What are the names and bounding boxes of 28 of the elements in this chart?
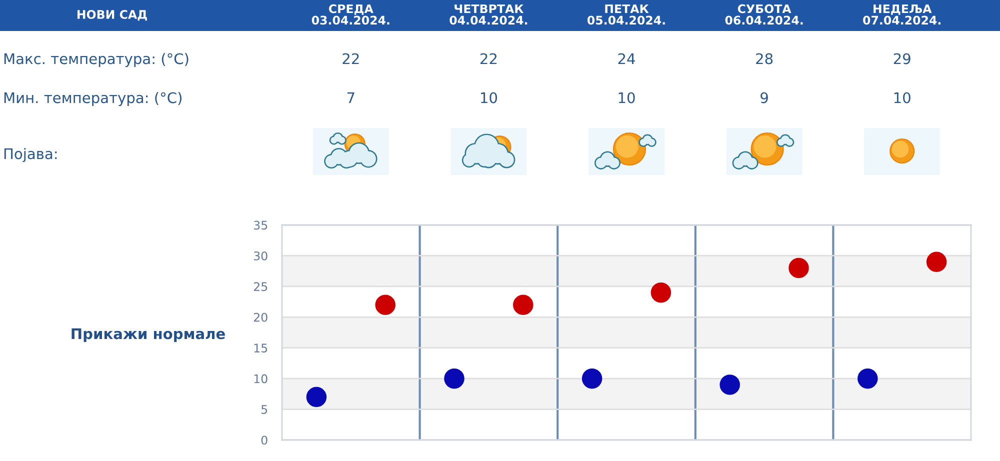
y-tick-label: 10 [254, 374, 268, 384]
text: ЧЕТВРТАК 04.04.2024. [450, 4, 528, 25]
text: Појава: [4, 148, 57, 162]
data-label: 28 [756, 53, 773, 64]
data-label: 22 [342, 53, 359, 64]
data-label: 29 [894, 53, 910, 64]
text: Мин. температура: (°C) [4, 92, 182, 106]
text: НЕДЕЉА 07.04.2024. [863, 4, 940, 25]
y-tick-label: 35 [254, 220, 268, 230]
data-label: 10 [618, 92, 635, 104]
text: СРЕДА 03.04.2024. [312, 4, 390, 25]
y-tick-label: 15 [254, 344, 268, 353]
text: Макс. температура: (°C) [4, 52, 188, 68]
y-tick-label: 0 [261, 436, 268, 445]
y-tick-label: 20 [254, 312, 268, 322]
data-label: 10 [481, 92, 498, 104]
data-label: 9 [760, 92, 768, 104]
data-label: 7 [347, 92, 354, 104]
text: Прикажи нормале [72, 328, 225, 342]
text: ПЕТАК 05.04.2024. [587, 4, 665, 25]
data-label: 22 [480, 53, 497, 64]
text: СУБОТА 06.04.2024. [725, 4, 803, 25]
y-tick-label: 30 [254, 251, 268, 260]
y-tick-label: 25 [254, 282, 268, 292]
data-label: 10 [894, 92, 910, 104]
y-tick-label: 5 [262, 405, 268, 414]
text: НОВИ САД [77, 10, 147, 21]
data-label: 24 [618, 53, 635, 64]
